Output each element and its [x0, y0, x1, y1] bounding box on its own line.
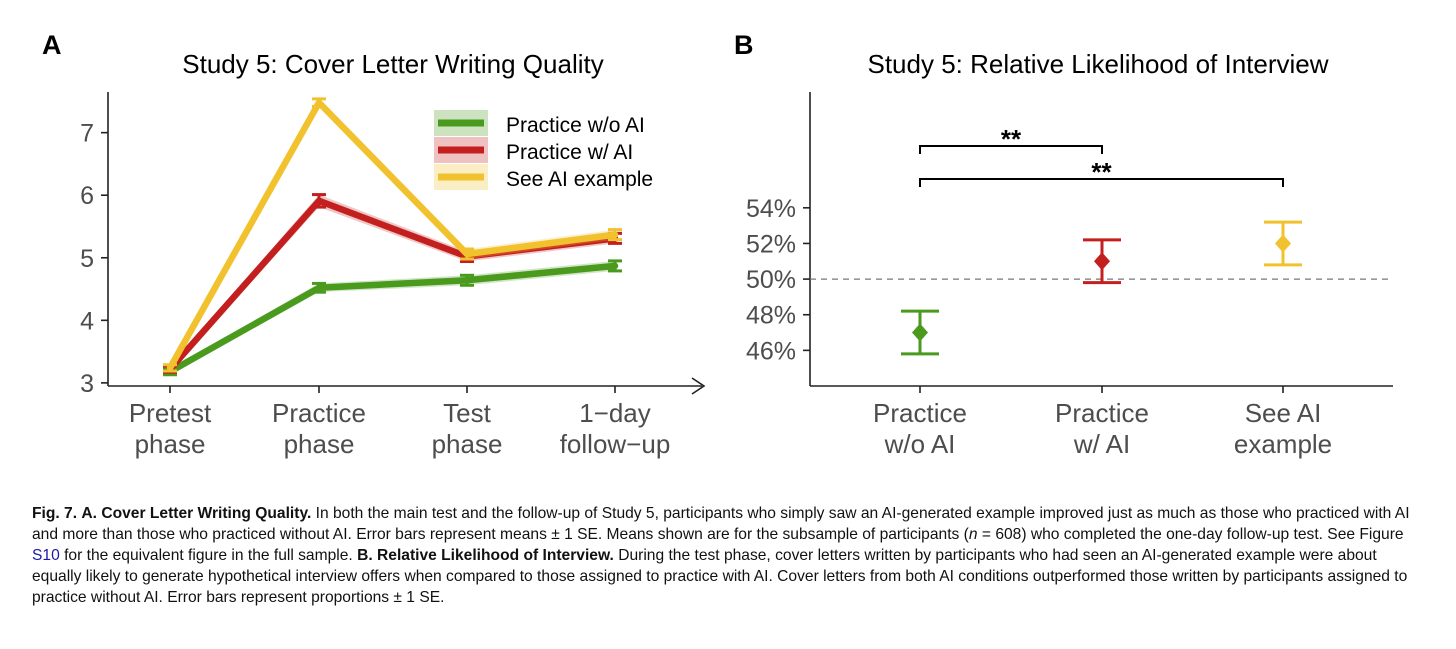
- series-band-see-ai-example: [170, 98, 615, 371]
- panel-a-series: [163, 97, 622, 377]
- caption-part-a-title: A. Cover Letter Writing Quality.: [81, 505, 312, 522]
- panel-a-x-tick-label: follow−up: [560, 429, 671, 459]
- panel-a-y-tick-label: 3: [80, 370, 94, 398]
- panel-a-x-axis-arrow: [691, 377, 706, 395]
- series-band-practice-without-ai: [170, 260, 615, 375]
- caption-fig-label: Fig. 7.: [32, 505, 78, 522]
- panel-b-y-ticks: 46% 48% 50% 52% 54%: [746, 195, 810, 365]
- panel-b-x-tick-label: Practice: [873, 398, 967, 428]
- panel-b-x-tick-label: See AI: [1245, 398, 1322, 428]
- panel-b-y-tick-label: 46%: [746, 337, 796, 365]
- panel-a-axes: [107, 92, 706, 395]
- significance-label: **: [1001, 124, 1022, 154]
- legend-label-practice-without-ai: Practice w/o AI: [506, 114, 645, 137]
- panel-b-x-tick-label: w/o AI: [884, 429, 956, 459]
- panel-b-y-tick-label: 50%: [746, 266, 796, 294]
- figure-canvas: A Study 5: Cover Letter Writing Quality …: [42, 30, 1393, 459]
- panel-b-significance-brackets: ** **: [919, 124, 1284, 187]
- panel-a-y-tick-label: 7: [80, 120, 94, 148]
- caption-part-a-text-2: for the equivalent figure in the full sa…: [59, 547, 353, 564]
- panel-b-x-tick-label: Practice: [1055, 398, 1149, 428]
- point-practice-without-ai: [912, 323, 928, 342]
- caption-n-value: = 608) who completed the one-day follow-…: [977, 526, 1404, 543]
- panel-b-y-tick-label: 52%: [746, 230, 796, 258]
- panel-a-title: Study 5: Cover Letter Writing Quality: [182, 49, 603, 79]
- panel-b-label: B: [734, 30, 754, 60]
- panel-b-y-tick-label: 48%: [746, 302, 796, 330]
- series-line-practice-without-ai: [166, 262, 619, 375]
- panel-a-y-ticks: 3 4 5 6 7: [80, 120, 108, 398]
- caption-part-b-title: B. Relative Likelihood of Interview.: [357, 547, 614, 564]
- panel-a-x-tick-label: 1−day: [579, 398, 651, 428]
- panel-a-x-ticks: PretestphasePracticephaseTestphase1−dayf…: [129, 386, 670, 459]
- panel-b-x-tick-label: example: [1234, 429, 1332, 459]
- panel-a-x-tick-label: phase: [284, 429, 355, 459]
- legend-label-see-ai-example: See AI example: [506, 168, 653, 191]
- figure-s10-link[interactable]: S10: [32, 547, 60, 564]
- point-practice-with-ai: [1094, 252, 1110, 271]
- panel-a-x-tick-label: Practice: [272, 398, 366, 428]
- significance-label: **: [1091, 157, 1112, 187]
- panel-a-y-tick-label: 5: [80, 245, 94, 273]
- panel-a-x-tick-label: Test: [443, 398, 491, 428]
- point-see-ai-example: [1275, 234, 1291, 253]
- panel-b-title: Study 5: Relative Likelihood of Intervie…: [867, 49, 1328, 79]
- series-line-see-ai-example: [166, 99, 619, 372]
- panel-b: B Study 5: Relative Likelihood of Interv…: [734, 30, 1393, 459]
- caption-part-b-text: During the test phase, cover letters wri…: [32, 547, 1408, 606]
- significance-bracket: [919, 178, 1284, 187]
- caption-n-symbol: n: [968, 526, 978, 543]
- panel-a: A Study 5: Cover Letter Writing Quality …: [42, 30, 706, 459]
- panel-a-label: A: [42, 30, 62, 60]
- figure-caption: Fig. 7. A. Cover Letter Writing Quality.…: [32, 503, 1424, 608]
- panel-a-y-tick-label: 6: [80, 182, 94, 210]
- legend-label-practice-with-ai: Practice w/ AI: [506, 141, 633, 164]
- panel-b-x-tick-label: w/ AI: [1073, 429, 1130, 459]
- panel-a-legend: Practice w/o AI Practice w/ AI See AI ex…: [434, 110, 653, 191]
- panel-a-y-tick-label: 4: [80, 307, 94, 335]
- panel-a-x-tick-label: Pretest: [129, 398, 212, 428]
- panel-b-points: [901, 220, 1302, 356]
- panel-a-x-tick-label: phase: [432, 429, 503, 459]
- caption-part-a-text: In both the main test and the follow-up …: [32, 505, 1410, 543]
- panel-a-x-tick-label: phase: [135, 429, 206, 459]
- panel-b-y-tick-label: 54%: [746, 195, 796, 223]
- significance-bracket: [919, 145, 1103, 154]
